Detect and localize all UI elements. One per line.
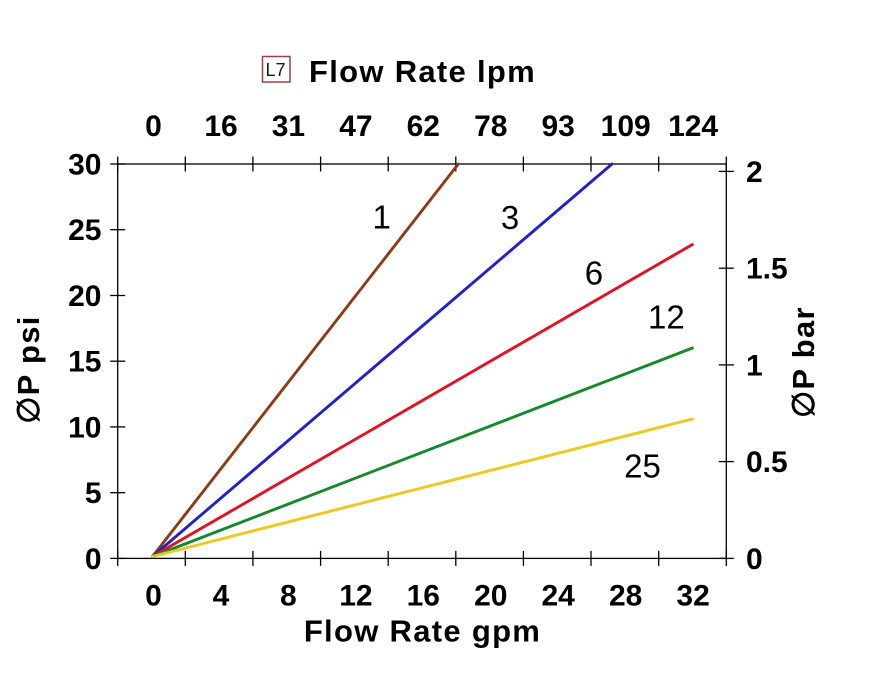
svg-text:0: 0 xyxy=(85,543,102,576)
svg-text:L7: L7 xyxy=(266,60,286,80)
svg-text:62: 62 xyxy=(407,110,440,143)
svg-text:24: 24 xyxy=(542,580,576,613)
svg-text:8: 8 xyxy=(280,580,297,613)
svg-text:20: 20 xyxy=(68,280,101,313)
svg-text:30: 30 xyxy=(68,149,101,182)
svg-text:124: 124 xyxy=(668,110,718,143)
svg-text:Flow Rate lpm: Flow Rate lpm xyxy=(309,54,536,89)
svg-text:Flow Rate gpm: Flow Rate gpm xyxy=(304,614,541,649)
svg-text:93: 93 xyxy=(542,110,575,143)
svg-text:1.5: 1.5 xyxy=(746,253,788,286)
svg-text:16: 16 xyxy=(204,110,237,143)
svg-text:1: 1 xyxy=(373,199,391,236)
svg-text:31: 31 xyxy=(272,110,305,143)
svg-text:16: 16 xyxy=(407,580,440,613)
svg-text:20: 20 xyxy=(474,580,507,613)
svg-text:25: 25 xyxy=(68,214,101,247)
svg-text:0: 0 xyxy=(145,580,162,613)
svg-text:2: 2 xyxy=(746,156,763,189)
svg-text:1: 1 xyxy=(746,349,763,382)
svg-text:0.5: 0.5 xyxy=(746,446,788,479)
svg-text:32: 32 xyxy=(676,580,709,613)
svg-text:12: 12 xyxy=(648,299,685,336)
svg-text:47: 47 xyxy=(339,110,372,143)
svg-text:3: 3 xyxy=(501,199,519,236)
svg-text:∅P psi: ∅P psi xyxy=(11,315,46,423)
svg-text:6: 6 xyxy=(585,254,603,291)
svg-text:28: 28 xyxy=(609,580,642,613)
svg-text:12: 12 xyxy=(339,580,372,613)
svg-text:5: 5 xyxy=(85,477,102,510)
svg-text:25: 25 xyxy=(624,447,661,484)
svg-text:109: 109 xyxy=(601,110,651,143)
svg-text:∅P bar: ∅P bar xyxy=(786,306,821,418)
svg-text:0: 0 xyxy=(746,543,763,576)
svg-text:10: 10 xyxy=(68,411,101,444)
svg-text:4: 4 xyxy=(213,580,230,613)
svg-text:78: 78 xyxy=(474,110,507,143)
svg-text:15: 15 xyxy=(68,346,101,379)
svg-text:0: 0 xyxy=(145,110,162,143)
